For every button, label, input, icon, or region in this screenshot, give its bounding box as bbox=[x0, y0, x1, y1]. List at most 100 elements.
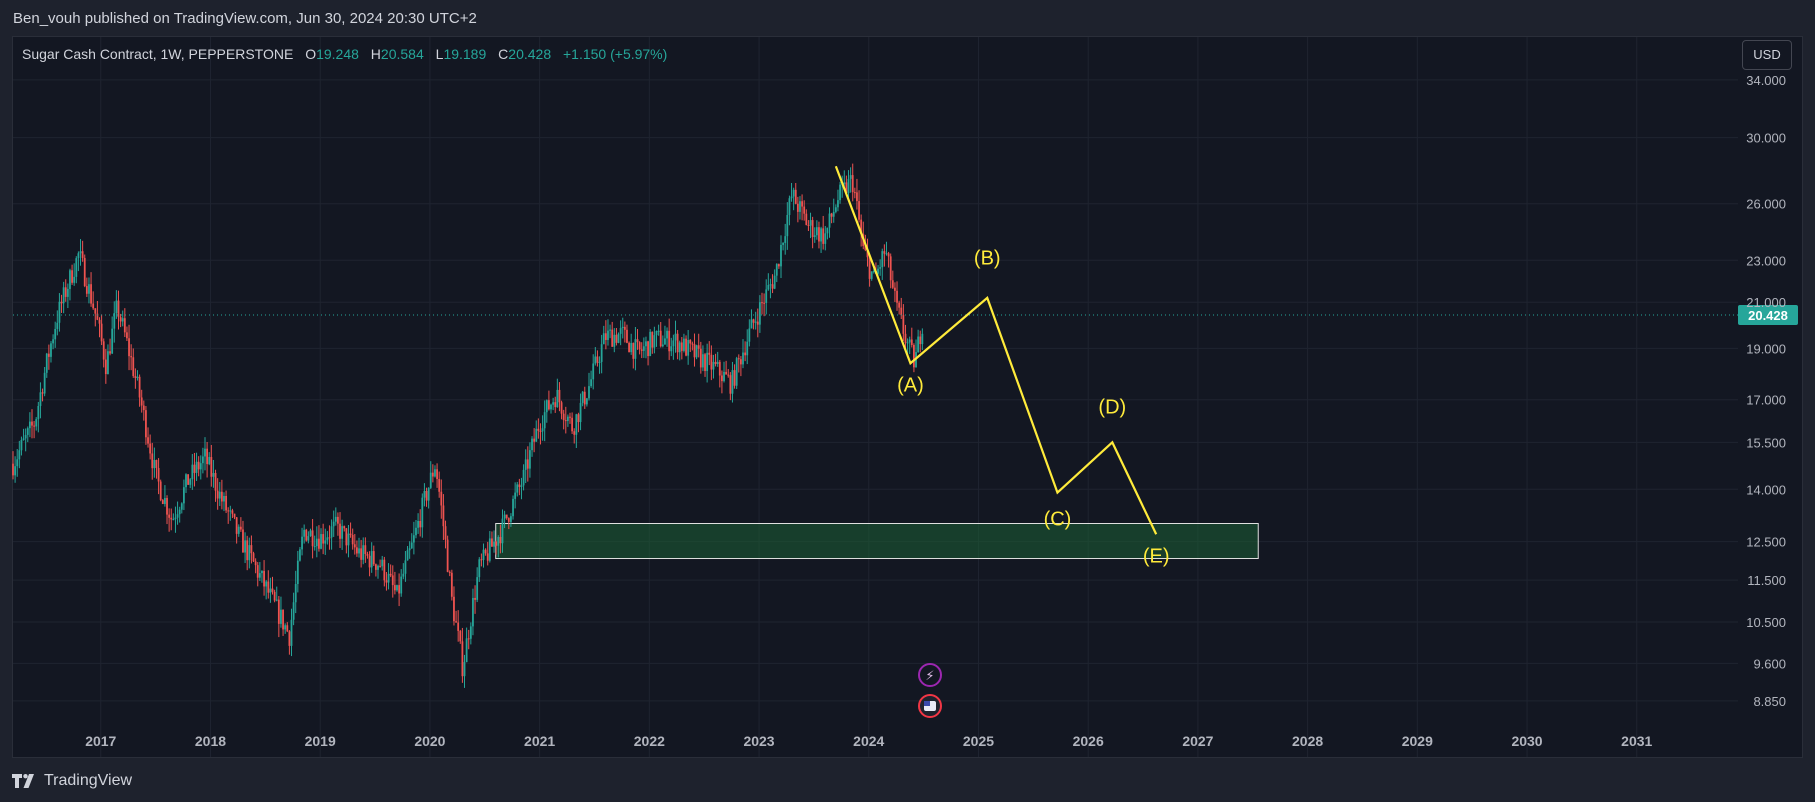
candle-body bbox=[301, 536, 303, 550]
candle-body bbox=[337, 516, 339, 524]
candle-body bbox=[537, 428, 540, 431]
candle-body bbox=[609, 329, 611, 331]
price-tick-label: 12.500 bbox=[1746, 535, 1786, 550]
candle-body bbox=[383, 559, 386, 581]
candle-body bbox=[408, 548, 411, 551]
candle-body bbox=[370, 551, 373, 568]
candle-body bbox=[769, 284, 772, 286]
candle-body bbox=[425, 490, 428, 501]
candle-body bbox=[613, 334, 616, 347]
candle-body bbox=[256, 565, 259, 578]
time-tick-label: 2030 bbox=[1511, 733, 1542, 749]
candle-body bbox=[204, 448, 206, 457]
candle-body bbox=[653, 335, 656, 348]
candle-body bbox=[176, 514, 179, 518]
candle-body bbox=[121, 318, 124, 322]
candle-body bbox=[231, 510, 234, 514]
change-value: +1.150 (+5.97%) bbox=[563, 46, 668, 62]
candle-body bbox=[693, 344, 696, 358]
candle-body bbox=[847, 178, 850, 193]
candle-body bbox=[564, 420, 567, 422]
candle-body bbox=[448, 571, 451, 573]
candle-body bbox=[830, 213, 833, 217]
candle-body bbox=[545, 400, 548, 413]
candle-body bbox=[159, 481, 162, 501]
candle-body bbox=[22, 438, 25, 440]
footer-brand[interactable]: TradingView bbox=[12, 772, 132, 790]
candle-body bbox=[153, 459, 156, 469]
candle-body bbox=[33, 425, 35, 427]
candle-body bbox=[214, 472, 217, 491]
candle-body bbox=[796, 203, 799, 212]
candle-body bbox=[100, 323, 103, 342]
candle-body bbox=[75, 258, 78, 277]
candle-body bbox=[18, 450, 21, 460]
candle-body bbox=[731, 370, 734, 394]
candle-body bbox=[480, 559, 483, 561]
candle-body bbox=[524, 459, 527, 470]
candle-body bbox=[647, 341, 649, 357]
candle-body bbox=[695, 345, 698, 358]
open-label: O bbox=[305, 46, 317, 62]
price-tick-label: 9.600 bbox=[1753, 656, 1786, 671]
publish-info: Ben_vouh published on TradingView.com, J… bbox=[13, 10, 477, 27]
candle-body bbox=[917, 336, 920, 353]
candle-body bbox=[780, 244, 782, 267]
symbol-title: Sugar Cash Contract, 1W, PEPPERSTONE bbox=[22, 46, 294, 62]
candle-body bbox=[406, 550, 409, 561]
candle-body bbox=[891, 280, 894, 288]
elliott-wave: (A) (B) (C) (D) (E) bbox=[834, 165, 1170, 567]
candle-body bbox=[856, 192, 858, 202]
candle-body bbox=[404, 560, 407, 574]
candle-body bbox=[718, 361, 721, 376]
candle-body bbox=[372, 551, 375, 565]
candle-body bbox=[661, 344, 664, 347]
candle-body bbox=[389, 573, 392, 576]
candle-body bbox=[560, 402, 563, 414]
candle-body bbox=[83, 257, 86, 287]
candle-body bbox=[170, 517, 173, 520]
candle-body bbox=[189, 479, 192, 485]
currency-button[interactable]: USD bbox=[1742, 40, 1792, 70]
candle-body bbox=[459, 630, 462, 642]
candle-body bbox=[265, 581, 268, 587]
candle-body bbox=[239, 526, 242, 530]
candle-body bbox=[484, 549, 487, 554]
candle-body bbox=[58, 301, 61, 323]
price-tick-label: 21.000 bbox=[1746, 295, 1786, 310]
candle-body bbox=[706, 352, 709, 371]
candle-body bbox=[784, 236, 787, 243]
candle-body bbox=[415, 527, 417, 536]
lightning-icon[interactable]: ⚡ bbox=[918, 663, 942, 687]
time-tick-label: 2021 bbox=[524, 733, 555, 749]
candle-body bbox=[763, 302, 766, 304]
candle-body bbox=[73, 276, 76, 283]
low-label: L bbox=[435, 46, 444, 62]
candle-body bbox=[396, 585, 398, 591]
candle-body bbox=[902, 315, 905, 334]
candle-body bbox=[472, 597, 474, 627]
us-flag-icon[interactable] bbox=[918, 694, 942, 718]
candle-body bbox=[910, 339, 913, 346]
candle-body bbox=[885, 253, 888, 255]
candle-body bbox=[704, 354, 706, 371]
candle-body bbox=[596, 356, 599, 363]
candle-body bbox=[562, 413, 565, 421]
candle-body bbox=[360, 548, 363, 560]
candle-body bbox=[187, 474, 190, 485]
candle-body bbox=[691, 343, 694, 345]
low-value: 19.189 bbox=[443, 46, 487, 62]
candle-body bbox=[575, 414, 578, 435]
candle-body bbox=[41, 392, 44, 394]
time-tick-label: 2029 bbox=[1402, 733, 1433, 749]
time-tick-label: 2027 bbox=[1182, 733, 1213, 749]
last-price-label: 20.428 bbox=[1748, 308, 1788, 323]
candle-body bbox=[208, 457, 211, 465]
candle-body bbox=[318, 538, 320, 549]
candle-body bbox=[250, 545, 253, 554]
candle-body bbox=[252, 553, 255, 562]
chart-panel[interactable] bbox=[12, 36, 1803, 758]
candle-body bbox=[320, 534, 322, 549]
candle-body bbox=[117, 300, 120, 318]
